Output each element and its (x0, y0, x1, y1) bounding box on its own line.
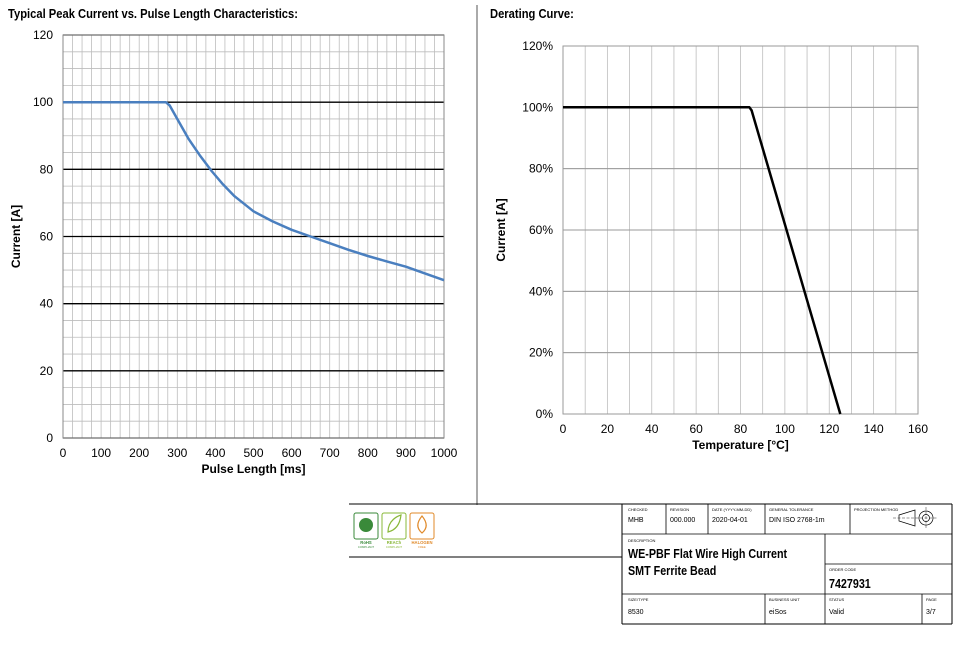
y-tick-label: 80 (40, 162, 54, 176)
status-label: STATUS (829, 597, 845, 602)
projection-symbol-icon (893, 507, 937, 529)
series-line (563, 106, 842, 415)
page-label: PAGE (926, 597, 937, 602)
status-value: Valid (829, 609, 844, 616)
chart2-title: Derating Curve: (490, 6, 574, 21)
projection-label: PROJECTION METHOD (854, 507, 898, 512)
plot-frame (62, 34, 445, 439)
reach-badge: REACh COMPLIANT (381, 512, 407, 549)
x-tick-label: 100 (91, 446, 111, 460)
y-tick-label: 60 (40, 230, 54, 244)
tolerance-label: GENERAL TOLERANCE (769, 507, 814, 512)
rohs-sub: COMPLIANT (358, 545, 375, 549)
x-tick-label: 600 (282, 446, 302, 460)
y-tick-label: 20 (40, 364, 54, 378)
y-tick-label: 100% (522, 100, 553, 114)
revision-value: 000.000 (670, 517, 695, 524)
y-axis-label: Current [A] (494, 198, 508, 261)
x-tick-label: 700 (320, 446, 340, 460)
derating-chart: 0% 20% 40% 60% 80% 100% 120% 0 20 40 60 80 100 120 140… (494, 39, 928, 452)
halogen-badge: HALOGEN FREE (409, 512, 435, 549)
x-tick-label: 800 (358, 446, 378, 460)
page-value: 3/7 (926, 609, 936, 616)
y-tick-label: 40% (529, 284, 553, 298)
x-tick-label: 120 (819, 422, 839, 436)
y-axis-label: Current [A] (9, 205, 23, 268)
halogen-sub: FREE (418, 545, 426, 549)
y-tick-label: 120% (522, 39, 553, 53)
x-tick-label: 300 (167, 446, 187, 460)
x-tick-label: 900 (396, 446, 416, 460)
size-label: SIZE/TYPE (628, 597, 649, 602)
x-axis-label: Temperature [°C] (692, 438, 789, 452)
y-tick-label: 0% (536, 407, 554, 421)
pulse-current-chart: 0 20 40 60 80 100 120 0 100 200 300 400 500 600 700 800… (9, 28, 458, 476)
rohs-label: RoHS (360, 540, 372, 545)
description-line2: SMT Ferrite Bead (628, 564, 716, 578)
date-value: 2020-04-01 (712, 517, 748, 524)
tolerance-value: DIN ISO 2768-1m (769, 517, 825, 524)
y-tick-label: 40 (40, 297, 54, 311)
series-line (63, 100, 445, 282)
business-unit-label: BUSINESS UNIT (769, 597, 800, 602)
size-value: 8530 (628, 609, 644, 616)
x-axis-label: Pulse Length [ms] (201, 462, 305, 476)
x-tick-label: 20 (601, 422, 615, 436)
x-tick-label: 200 (129, 446, 149, 460)
description-line1: WE-PBF Flat Wire High Current (628, 547, 787, 561)
title-block: CHECKED MHB REVISION 000.000 DATE (YYYY-… (349, 503, 953, 625)
halogen-label: HALOGEN (412, 540, 433, 545)
reach-sub: COMPLIANT (386, 545, 403, 549)
chart1-title: Typical Peak Current vs. Pulse Length Ch… (8, 6, 298, 21)
rohs-badge: RoHS COMPLIANT (353, 512, 379, 549)
y-tick-label: 100 (33, 95, 53, 109)
y-tick-label: 20% (529, 346, 553, 360)
order-code-label: ORDER CODE (829, 567, 856, 572)
x-tick-label: 400 (205, 446, 225, 460)
description-label: DESCRIPTION (628, 538, 655, 543)
order-code-value: 7427931 (829, 577, 871, 591)
checked-label: CHECKED (628, 507, 648, 512)
flame-icon (417, 515, 427, 534)
leaf-icon (387, 514, 402, 533)
x-tick-label: 0 (560, 422, 567, 436)
date-label: DATE (YYYY-MM-DD) (712, 507, 752, 512)
y-tick-label: 80% (529, 162, 553, 176)
x-tick-label: 1000 (431, 446, 458, 460)
checked-value: MHB (628, 517, 644, 524)
y-tick-label: 0 (46, 431, 53, 445)
x-tick-label: 100 (775, 422, 795, 436)
x-tick-label: 40 (645, 422, 659, 436)
x-tick-label: 60 (689, 422, 703, 436)
x-tick-label: 0 (60, 446, 67, 460)
x-tick-label: 80 (734, 422, 748, 436)
compliance-badges: RoHS COMPLIANT REACh COMPLIANT HALOGEN F… (353, 512, 435, 549)
reach-label: REACh (387, 540, 402, 545)
revision-label: REVISION (670, 507, 689, 512)
y-tick-label: 60% (529, 223, 553, 237)
x-tick-label: 500 (243, 446, 263, 460)
y-tick-label: 120 (33, 28, 53, 42)
plot-frame (562, 45, 919, 415)
x-tick-label: 160 (908, 422, 928, 436)
globe-icon (359, 518, 373, 532)
x-tick-label: 140 (864, 422, 884, 436)
business-unit-value: eiSos (769, 609, 787, 616)
